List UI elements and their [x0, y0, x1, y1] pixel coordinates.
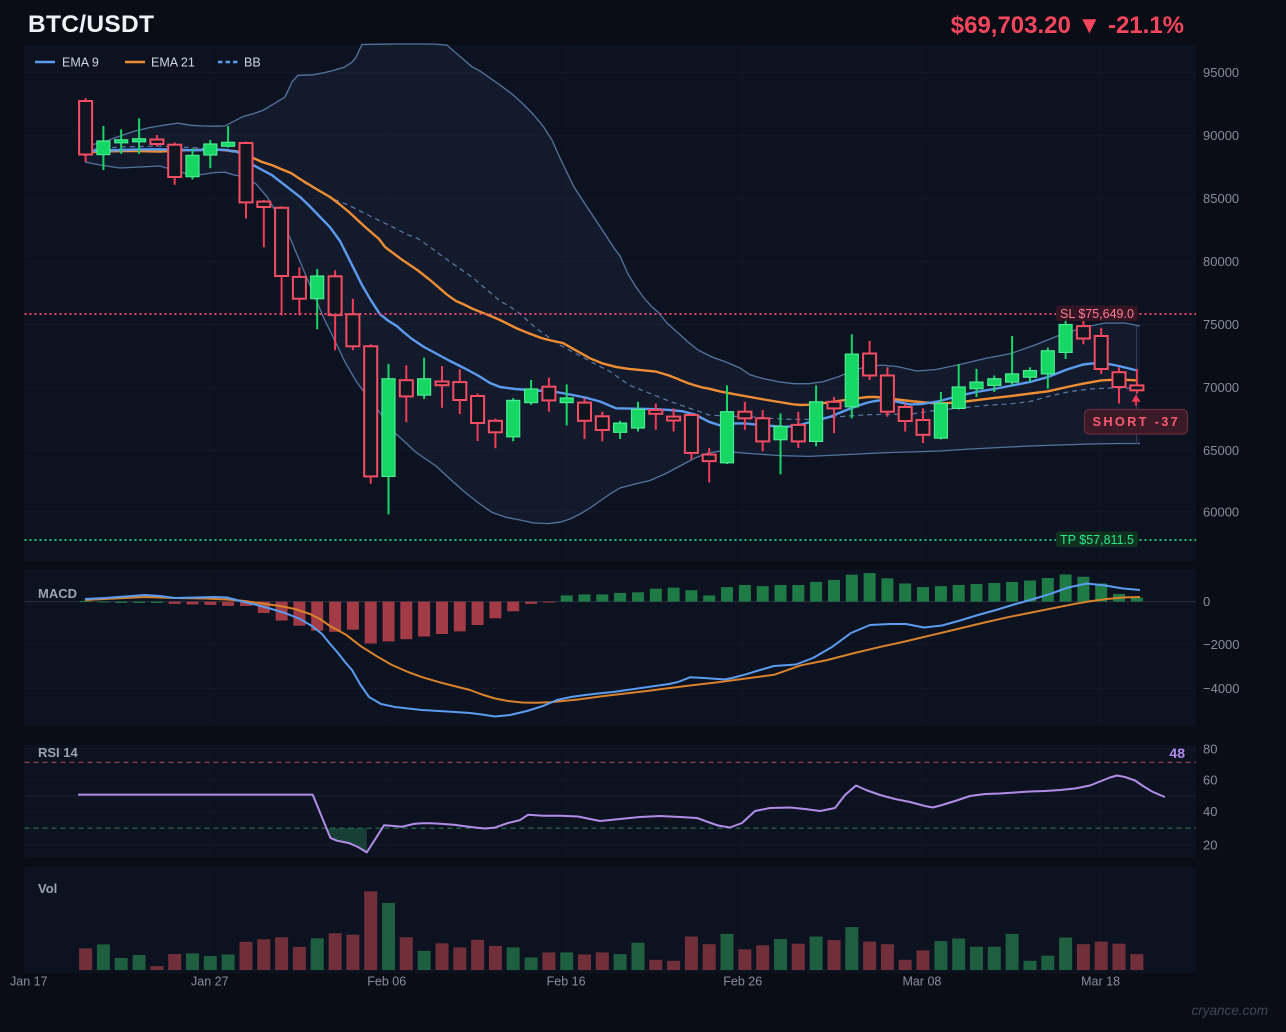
svg-text:80000: 80000 [1203, 254, 1239, 269]
svg-text:RSI 14: RSI 14 [38, 745, 79, 760]
svg-text:SL $75,649.0: SL $75,649.0 [1060, 307, 1134, 321]
svg-text:Jan 17: Jan 17 [10, 975, 48, 989]
svg-text:65000: 65000 [1203, 443, 1239, 458]
svg-text:SHORT -37: SHORT -37 [1093, 414, 1181, 429]
svg-text:TP $57,811.5: TP $57,811.5 [1060, 533, 1134, 547]
svg-text:80: 80 [1203, 742, 1217, 757]
svg-text:−4000: −4000 [1203, 681, 1240, 696]
svg-text:60: 60 [1203, 773, 1217, 788]
svg-text:Feb 16: Feb 16 [547, 975, 586, 989]
svg-text:BB: BB [244, 56, 261, 70]
svg-text:48: 48 [1169, 745, 1185, 761]
svg-text:40: 40 [1203, 804, 1217, 819]
svg-text:Jan 27: Jan 27 [191, 975, 229, 989]
svg-text:BTC/USDT: BTC/USDT [28, 11, 154, 38]
svg-text:60000: 60000 [1203, 504, 1239, 519]
svg-text:Vol: Vol [38, 881, 57, 896]
svg-text:Feb 26: Feb 26 [723, 975, 762, 989]
svg-text:20: 20 [1203, 837, 1217, 852]
svg-text:0: 0 [1203, 594, 1210, 609]
svg-text:$69,703.20 ▼ -21.1%: $69,703.20 ▼ -21.1% [951, 12, 1184, 39]
svg-text:70000: 70000 [1203, 380, 1239, 395]
svg-text:85000: 85000 [1203, 191, 1239, 206]
svg-text:75000: 75000 [1203, 317, 1239, 332]
svg-text:Mar 08: Mar 08 [902, 975, 941, 989]
svg-text:MACD: MACD [38, 586, 77, 601]
svg-text:EMA 21: EMA 21 [151, 56, 195, 70]
svg-text:EMA 9: EMA 9 [62, 56, 99, 70]
svg-text:Mar 18: Mar 18 [1081, 975, 1120, 989]
svg-text:cryance.com: cryance.com [1191, 1003, 1268, 1018]
svg-text:90000: 90000 [1203, 128, 1239, 143]
svg-text:Feb 06: Feb 06 [367, 975, 406, 989]
svg-text:95000: 95000 [1203, 65, 1239, 80]
svg-text:−2000: −2000 [1203, 637, 1240, 652]
